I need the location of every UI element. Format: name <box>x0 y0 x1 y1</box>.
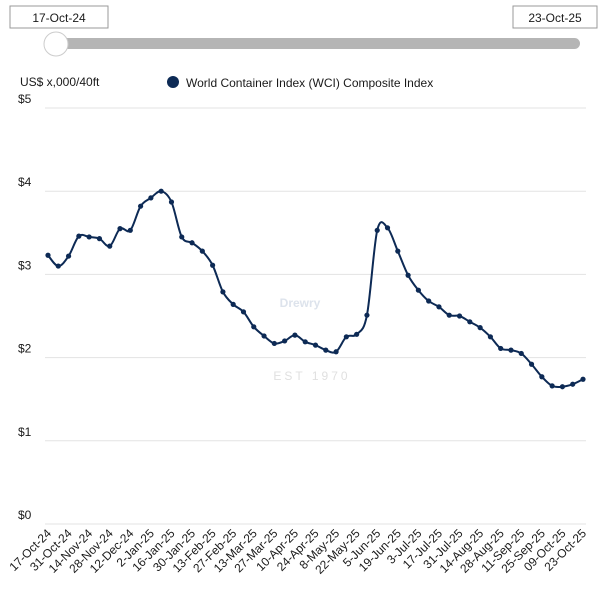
slider-handle[interactable] <box>43 31 69 57</box>
data-point <box>251 324 257 330</box>
y-tick-label: $4 <box>18 175 32 189</box>
watermark-brand: Drewry <box>280 296 321 310</box>
data-point <box>570 381 576 387</box>
y-tick-label: $1 <box>18 425 32 439</box>
slider-start-box <box>9 5 109 29</box>
y-tick-label: $2 <box>18 342 32 356</box>
y-tick-label: $5 <box>18 92 32 106</box>
data-point <box>127 227 133 233</box>
data-point <box>384 225 391 231</box>
data-point <box>436 304 442 310</box>
data-point <box>55 263 61 269</box>
data-point <box>467 319 473 325</box>
data-point <box>210 262 216 268</box>
data-point <box>426 298 432 304</box>
data-point <box>240 309 247 315</box>
data-point <box>549 383 555 389</box>
slider-end-label: 23-Oct-25 <box>528 11 582 25</box>
data-point <box>323 347 329 353</box>
data-point <box>477 325 483 331</box>
data-point <box>446 312 452 318</box>
data-point <box>45 252 51 258</box>
watermark-tagline: EST 1970 <box>273 369 350 383</box>
data-point <box>354 331 360 337</box>
data-point <box>117 226 123 232</box>
data-point <box>282 338 288 344</box>
data-point <box>96 236 103 242</box>
y-axis-title: US$ x,000/40ft <box>20 75 100 89</box>
data-point <box>199 248 205 254</box>
y-tick-label: $0 <box>18 508 32 522</box>
data-point <box>302 339 308 345</box>
data-point <box>364 312 370 318</box>
data-point <box>528 361 535 367</box>
data-point <box>333 349 339 355</box>
data-point <box>220 289 226 295</box>
data-point <box>292 332 298 338</box>
data-point <box>107 243 113 249</box>
data-point <box>271 340 277 347</box>
data-point <box>230 301 236 307</box>
data-point <box>374 227 380 233</box>
data-point <box>518 350 524 357</box>
data-point <box>539 374 545 380</box>
data-point <box>343 334 349 340</box>
data-point <box>137 203 144 209</box>
data-point <box>487 334 494 340</box>
data-point <box>312 342 319 348</box>
data-point <box>76 233 82 239</box>
data-point <box>148 195 154 201</box>
data-point <box>580 376 586 382</box>
data-point <box>456 313 463 319</box>
data-point <box>179 234 185 240</box>
data-point <box>158 188 164 194</box>
data-point <box>65 253 72 259</box>
data-point <box>415 287 421 293</box>
legend-label: World Container Index (WCI) Composite In… <box>186 76 433 90</box>
data-point <box>395 248 401 254</box>
data-point <box>261 333 267 339</box>
data-point <box>168 199 175 205</box>
slider-start-label: 17-Oct-24 <box>32 11 86 25</box>
data-point <box>508 347 514 353</box>
y-tick-label: $3 <box>18 258 32 272</box>
slider-end-box <box>512 5 598 29</box>
data-point <box>498 345 504 352</box>
slider-track <box>44 38 580 49</box>
data-point <box>559 384 566 390</box>
data-point <box>86 234 92 240</box>
legend-marker <box>167 76 179 88</box>
data-point <box>189 240 195 246</box>
range-slider[interactable]: 17-Oct-24 23-Oct-25 <box>9 5 598 57</box>
data-point <box>405 272 411 278</box>
